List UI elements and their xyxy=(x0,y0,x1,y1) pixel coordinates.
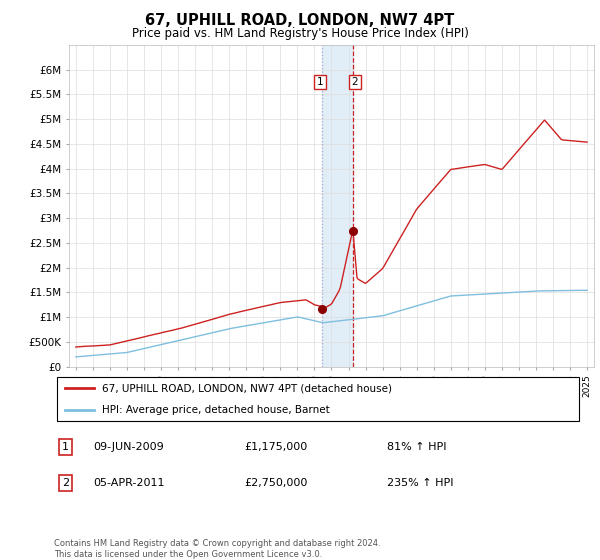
Text: 1: 1 xyxy=(62,442,69,452)
FancyBboxPatch shape xyxy=(56,377,580,421)
Text: £1,175,000: £1,175,000 xyxy=(244,442,307,452)
Text: 67, UPHILL ROAD, LONDON, NW7 4PT: 67, UPHILL ROAD, LONDON, NW7 4PT xyxy=(145,13,455,29)
Text: 81% ↑ HPI: 81% ↑ HPI xyxy=(386,442,446,452)
Text: 05-APR-2011: 05-APR-2011 xyxy=(94,478,165,488)
Text: HPI: Average price, detached house, Barnet: HPI: Average price, detached house, Barn… xyxy=(101,405,329,415)
Text: 09-JUN-2009: 09-JUN-2009 xyxy=(94,442,164,452)
Text: 235% ↑ HPI: 235% ↑ HPI xyxy=(386,478,453,488)
Text: 2: 2 xyxy=(62,478,69,488)
Text: 67, UPHILL ROAD, LONDON, NW7 4PT (detached house): 67, UPHILL ROAD, LONDON, NW7 4PT (detach… xyxy=(101,383,392,393)
Bar xyxy=(322,45,353,367)
Text: 2: 2 xyxy=(352,77,358,87)
Text: Price paid vs. HM Land Registry's House Price Index (HPI): Price paid vs. HM Land Registry's House … xyxy=(131,27,469,40)
Text: 1: 1 xyxy=(317,77,323,87)
Text: Contains HM Land Registry data © Crown copyright and database right 2024.
This d: Contains HM Land Registry data © Crown c… xyxy=(54,539,380,559)
Text: £2,750,000: £2,750,000 xyxy=(244,478,307,488)
